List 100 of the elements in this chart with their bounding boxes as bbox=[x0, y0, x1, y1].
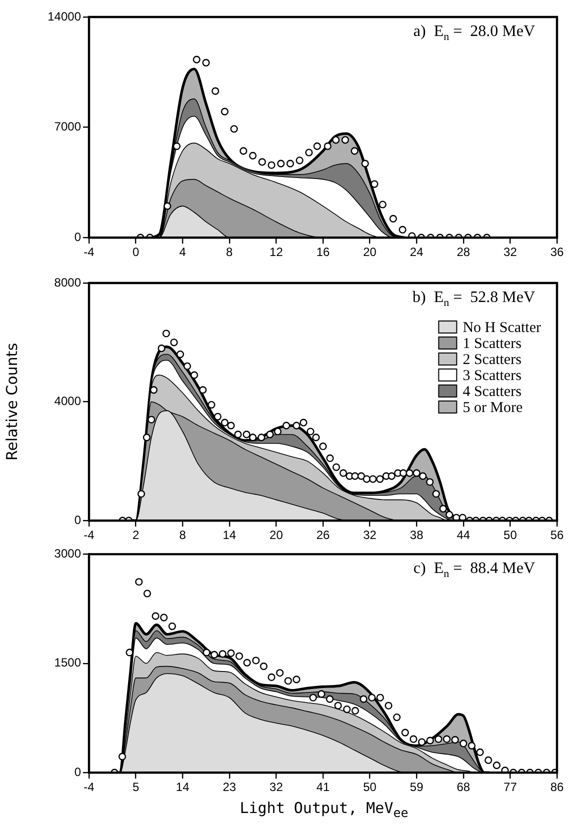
point bbox=[492, 762, 500, 770]
point bbox=[240, 147, 248, 155]
legend-label: 4 Scatters bbox=[462, 384, 522, 400]
point bbox=[378, 200, 386, 208]
x-tick-label: 56 bbox=[550, 528, 564, 542]
point bbox=[460, 740, 468, 748]
x-tick-label: 38 bbox=[410, 528, 424, 542]
x-tick-label: 50 bbox=[504, 528, 518, 542]
y-tick-label: 0 bbox=[74, 230, 82, 244]
point bbox=[318, 690, 326, 698]
point bbox=[389, 214, 397, 222]
point bbox=[401, 728, 409, 736]
point bbox=[210, 650, 218, 658]
x-tick-label: 2 bbox=[132, 528, 140, 542]
point bbox=[243, 658, 251, 666]
legend-label: 5 or More bbox=[462, 400, 524, 416]
legend-label: 3 Scatters bbox=[462, 368, 522, 384]
point bbox=[220, 108, 229, 116]
point bbox=[296, 156, 304, 164]
point bbox=[135, 578, 143, 586]
point bbox=[393, 713, 401, 722]
y-tick-label: 8000 bbox=[54, 275, 82, 290]
point bbox=[334, 702, 342, 710]
point bbox=[284, 677, 292, 685]
point bbox=[260, 662, 268, 670]
point bbox=[341, 136, 350, 144]
x-tick-label: 59 bbox=[410, 780, 424, 794]
x-tick-label: 8 bbox=[179, 528, 186, 542]
point bbox=[398, 226, 406, 234]
x-tick-label: 8 bbox=[226, 245, 234, 260]
y-tick-label: 14000 bbox=[48, 9, 82, 24]
y-tick-label: 3000 bbox=[54, 546, 82, 561]
x-tick-label: 5 bbox=[132, 780, 140, 794]
point bbox=[227, 649, 235, 658]
point bbox=[286, 160, 294, 168]
point bbox=[305, 148, 313, 156]
point bbox=[484, 756, 492, 764]
legend-label: No H Scatter bbox=[462, 320, 542, 336]
point bbox=[434, 735, 442, 743]
point bbox=[410, 735, 418, 743]
point bbox=[468, 742, 476, 750]
point bbox=[351, 706, 360, 715]
point bbox=[343, 705, 351, 714]
y-tick-label: 1500 bbox=[54, 656, 82, 670]
point bbox=[202, 648, 210, 656]
point bbox=[442, 735, 451, 743]
point bbox=[326, 695, 334, 703]
point bbox=[118, 752, 126, 760]
point bbox=[268, 673, 276, 682]
x-tick-label: 4 bbox=[179, 245, 186, 260]
point bbox=[368, 694, 376, 702]
point bbox=[152, 612, 160, 620]
x-axis-title: Light Output, MeV$_{ee}$ bbox=[238, 799, 410, 820]
point bbox=[168, 622, 176, 630]
x-tick-label: 26 bbox=[316, 528, 330, 542]
x-tick-label: 20 bbox=[270, 528, 284, 542]
point bbox=[192, 56, 200, 64]
point bbox=[332, 136, 340, 144]
point bbox=[126, 648, 134, 656]
x-tick-label: 20 bbox=[363, 245, 377, 260]
y-axis-title: Relative Counts bbox=[2, 342, 21, 461]
point bbox=[418, 738, 426, 746]
point bbox=[258, 158, 266, 166]
x-tick-label: 41 bbox=[316, 780, 330, 794]
y-tick-label: 0 bbox=[74, 764, 82, 779]
x-tick-label: 12 bbox=[270, 245, 284, 260]
point bbox=[218, 650, 226, 658]
x-tick-label: -4 bbox=[84, 528, 95, 542]
x-tick-label: 32 bbox=[363, 528, 377, 542]
y-tick-label: 0 bbox=[74, 512, 82, 527]
point bbox=[451, 736, 459, 744]
x-tick-label: 50 bbox=[363, 780, 377, 794]
point bbox=[230, 125, 238, 133]
x-tick-label: 14 bbox=[176, 780, 190, 794]
point bbox=[268, 161, 276, 169]
point bbox=[361, 160, 369, 168]
legend-label: 1 Scatters bbox=[462, 336, 522, 352]
x-tick-label: 77 bbox=[504, 780, 518, 794]
x-tick-label: 36 bbox=[550, 245, 564, 260]
point bbox=[202, 58, 210, 66]
point bbox=[376, 694, 384, 702]
x-tick-label: 23 bbox=[222, 780, 236, 794]
x-tick-label: 86 bbox=[550, 780, 564, 794]
y-tick-label: 7000 bbox=[54, 120, 82, 134]
x-tick-label: 14 bbox=[222, 528, 236, 542]
x-tick-label: 44 bbox=[456, 528, 470, 542]
point bbox=[426, 736, 434, 744]
point bbox=[313, 142, 321, 150]
x-tick-label: 32 bbox=[504, 245, 518, 260]
x-tick-label: -4 bbox=[84, 780, 95, 794]
point bbox=[476, 748, 484, 756]
x-tick-label: 24 bbox=[410, 245, 424, 260]
point bbox=[309, 694, 317, 702]
point bbox=[164, 202, 172, 210]
x-tick-label: 68 bbox=[456, 780, 470, 794]
point bbox=[324, 142, 332, 150]
point bbox=[249, 152, 257, 160]
point bbox=[252, 656, 260, 664]
point bbox=[360, 695, 368, 703]
x-tick-label: -4 bbox=[84, 245, 95, 260]
